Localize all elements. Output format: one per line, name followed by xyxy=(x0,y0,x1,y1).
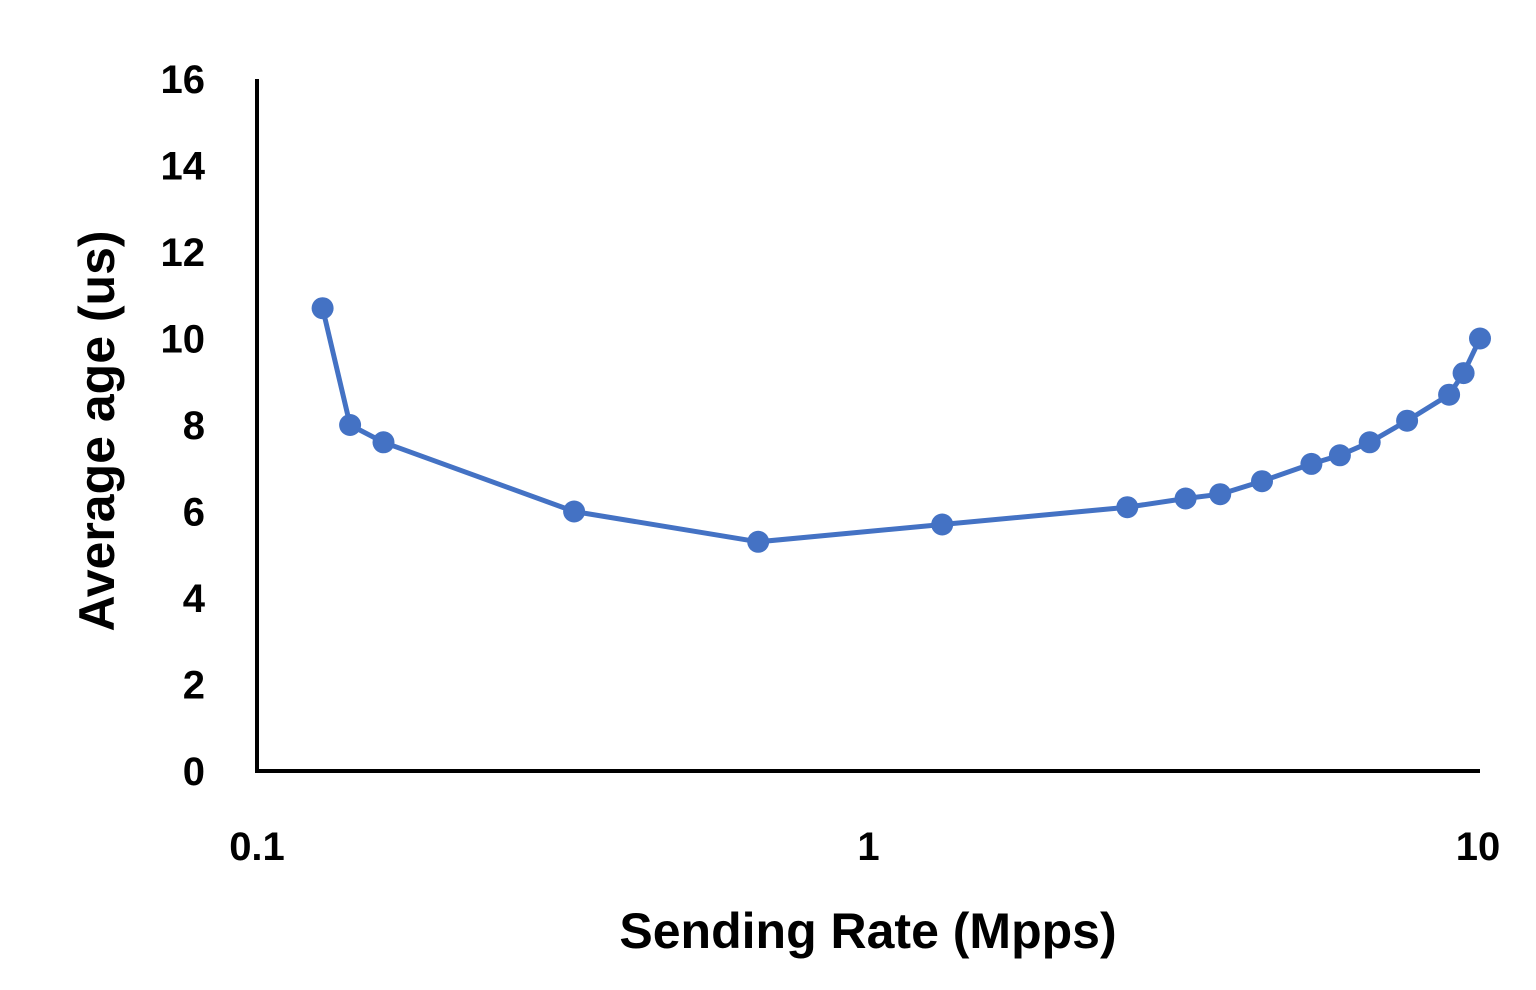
data-point-marker xyxy=(1251,470,1273,493)
x-axis-title: Sending Rate (Mpps) xyxy=(619,903,1116,959)
x-tick-labels: 0.1 1 10 xyxy=(229,825,1500,869)
data-point-marker xyxy=(1396,409,1419,432)
data-point-marker xyxy=(339,414,362,436)
data-point-marker xyxy=(1209,483,1232,506)
data-point-marker xyxy=(1300,452,1323,475)
x-tick-label: 1 xyxy=(857,825,879,869)
data-point-marker xyxy=(747,530,770,553)
data-point-marker xyxy=(563,500,586,523)
x-tick-label: 10 xyxy=(1456,825,1501,869)
data-point-marker xyxy=(1438,383,1461,406)
data-point-marker xyxy=(372,431,395,454)
y-tick-label: 0 xyxy=(183,750,205,794)
y-tick-label: 4 xyxy=(183,577,206,621)
y-tick-label: 8 xyxy=(183,404,205,448)
data-point-marker xyxy=(1452,362,1475,385)
series-layer xyxy=(311,297,1491,553)
y-tick-label: 16 xyxy=(161,58,206,102)
y-tick-label: 10 xyxy=(161,318,206,362)
data-point-marker xyxy=(1358,431,1381,454)
data-point-marker xyxy=(1174,487,1197,510)
y-tick-label: 2 xyxy=(183,664,205,708)
data-point-marker xyxy=(311,297,334,320)
y-tick-label: 6 xyxy=(183,491,205,535)
y-axis-title: Average age (us) xyxy=(69,230,125,631)
x-tick-label: 0.1 xyxy=(229,825,285,869)
y-tick-label: 14 xyxy=(161,145,206,189)
data-point-marker xyxy=(1469,327,1491,350)
series-line xyxy=(320,307,1483,545)
data-point-marker xyxy=(1116,496,1139,519)
data-point-marker xyxy=(1328,444,1351,467)
y-tick-labels: 0 2 4 6 8 10 12 14 16 xyxy=(161,58,206,794)
data-point-marker xyxy=(931,513,954,536)
y-tick-label: 12 xyxy=(161,231,206,275)
